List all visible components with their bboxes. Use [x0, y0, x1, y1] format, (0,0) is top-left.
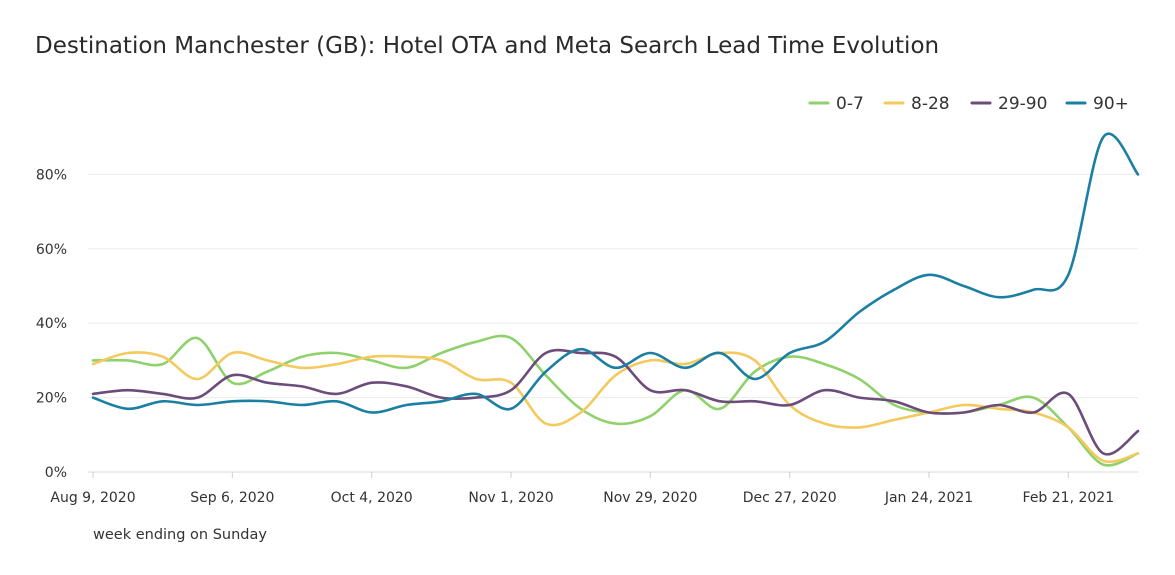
x-tick-label: Aug 9, 2020 — [50, 490, 135, 506]
series-lines — [91, 132, 1140, 467]
chart-title: Destination Manchester (GB): Hotel OTA a… — [35, 33, 939, 59]
y-tick-label: 60% — [36, 242, 67, 258]
legend-item-8-28[interactable]: 8-28 — [883, 94, 950, 114]
series-line-90+[interactable] — [91, 132, 1140, 414]
x-tick-label: Jan 24, 2021 — [884, 490, 973, 506]
legend-item-29-90[interactable]: 29-90 — [970, 94, 1047, 114]
x-tick-label: Oct 4, 2020 — [331, 490, 413, 506]
y-tick-label: 40% — [36, 316, 67, 332]
legend-label: 0-7 — [836, 94, 864, 114]
legend-item-90+[interactable]: 90+ — [1065, 94, 1129, 114]
legend-label: 90+ — [1093, 94, 1129, 114]
x-axis-ticks: Aug 9, 2020 Sep 6, 2020 Oct 4, 2020 Nov 1, … — [50, 472, 1114, 506]
y-axis-ticks: 0% 20% 40% 60% 80% — [36, 167, 67, 481]
y-tick-label: 0% — [45, 465, 67, 481]
legend[interactable]: 0-7 8-28 29-90 90+ — [808, 94, 1129, 114]
x-tick-label: Nov 29, 2020 — [603, 490, 697, 506]
x-tick-label: Dec 27, 2020 — [743, 490, 837, 506]
y-tick-label: 20% — [36, 391, 67, 407]
legend-item-0-7[interactable]: 0-7 — [808, 94, 864, 114]
x-axis-label: week ending on Sunday — [93, 527, 267, 543]
x-tick-label: Sep 6, 2020 — [190, 490, 274, 506]
series-line-8-28[interactable] — [91, 351, 1140, 464]
legend-label: 29-90 — [998, 94, 1047, 114]
x-tick-label: Feb 21, 2021 — [1023, 490, 1115, 506]
series-line-29-90[interactable] — [91, 348, 1140, 456]
x-tick-label: Nov 1, 2020 — [468, 490, 553, 506]
legend-label: 8-28 — [911, 94, 950, 114]
grid-lines — [88, 173, 1138, 473]
y-tick-label: 80% — [36, 167, 67, 183]
